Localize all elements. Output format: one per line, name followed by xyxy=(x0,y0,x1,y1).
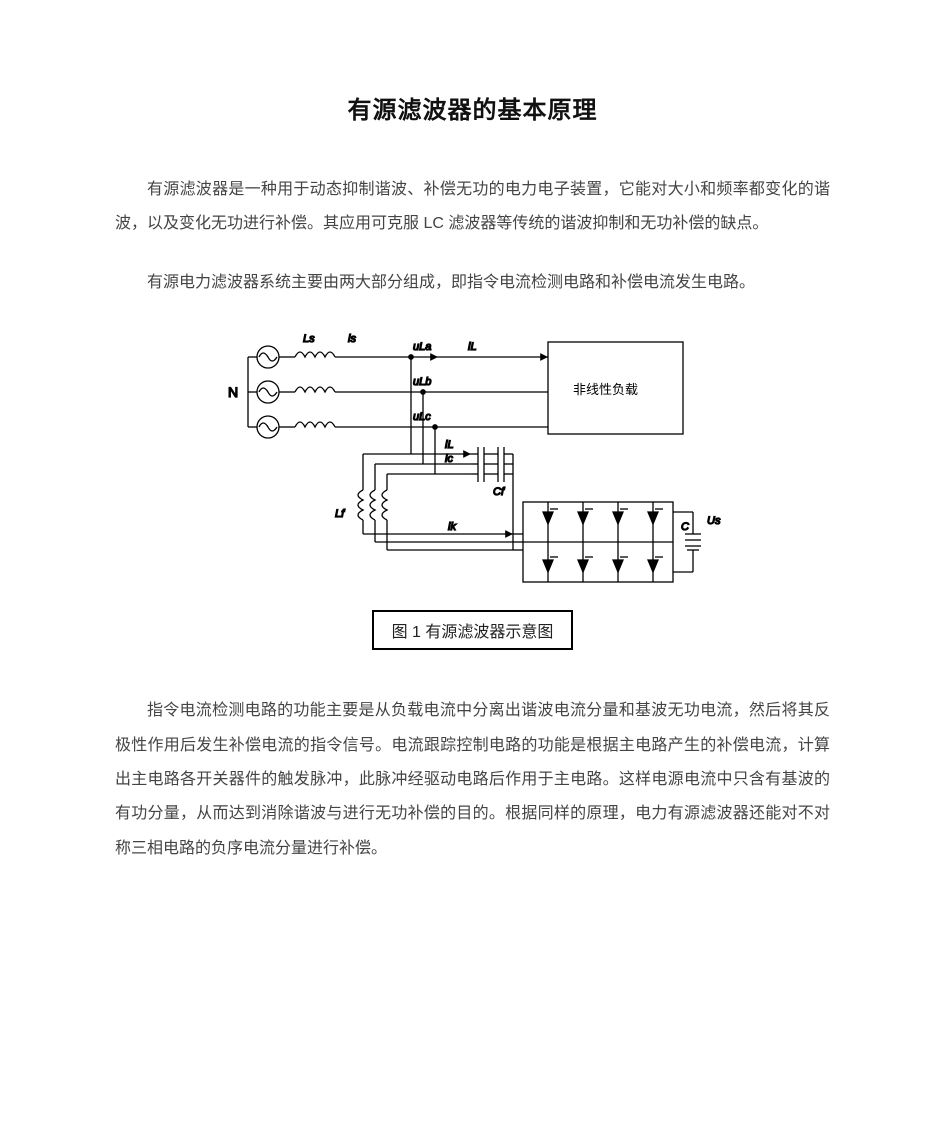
label-ik: ik xyxy=(448,521,456,533)
page-title: 有源滤波器的基本原理 xyxy=(115,90,830,125)
label-iLa: iL xyxy=(445,439,454,451)
figure-diagram: N xyxy=(213,312,733,602)
label-uLc: uLc xyxy=(413,411,431,423)
label-N: N xyxy=(228,384,238,400)
paragraph-2: 有源电力滤波器系统主要由两大部分组成，即指令电流检测电路和补偿电流发生电路。 xyxy=(115,266,830,300)
label-ic: ic xyxy=(445,453,453,465)
label-Lf: Lf xyxy=(335,508,345,520)
figure-1: N xyxy=(115,312,830,650)
paragraph-3: 指令电流检测电路的功能主要是从负载电流中分离出谐波电流分量和基波无功电流，然后将… xyxy=(115,694,830,866)
label-C: C xyxy=(681,521,689,533)
label-iL-top: iL xyxy=(468,341,477,353)
label-Us: Us xyxy=(707,515,721,527)
label-Ls: Ls xyxy=(303,333,315,345)
label-uLa: uLa xyxy=(413,341,431,353)
label-Cf: Cf xyxy=(493,486,505,498)
figure-caption: 图 1 有源滤波器示意图 xyxy=(372,610,574,650)
paragraph-1: 有源滤波器是一种用于动态抑制谐波、补偿无功的电力电子装置，它能对大小和频率都变化… xyxy=(115,173,830,242)
label-is: is xyxy=(348,333,356,345)
label-uLb: uLb xyxy=(413,376,431,388)
label-load-box: 非线性负载 xyxy=(573,382,638,397)
